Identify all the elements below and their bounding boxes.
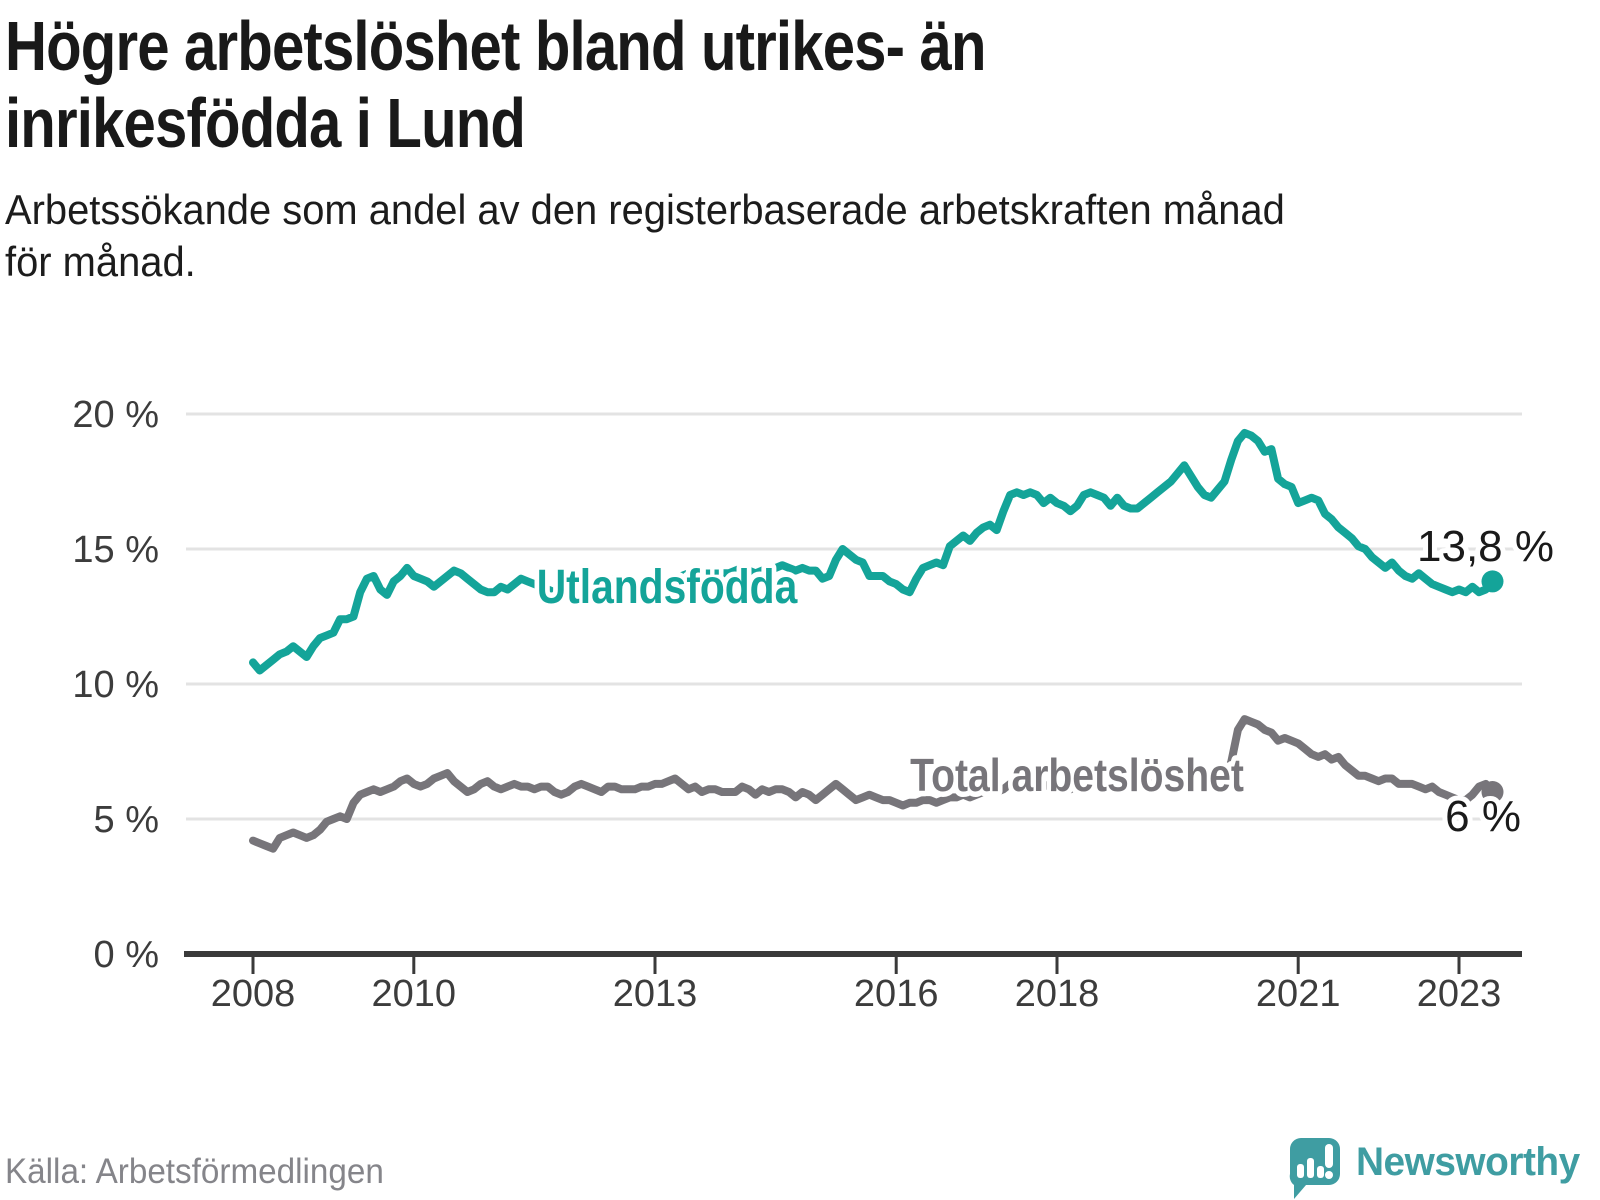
series-and-value-labels: Utlandsfödda Total arbetslöshet 13,8 % 6 % (532, 517, 1559, 846)
chart-title-line: Högre arbetslöshet bland utrikes- än (5, 7, 986, 85)
x-axis (184, 951, 1522, 974)
series-label-utlandsfodda: Utlandsfödda (537, 561, 799, 614)
series-total-line (249, 715, 1497, 853)
chart-title-line: inrikesfödda i Lund (5, 84, 526, 162)
series-total-endpoint-dot (1481, 781, 1504, 803)
x-tick-labels: 2008 2010 2013 2016 2018 2021 2023 (211, 973, 1502, 1015)
x-tick-label-2018: 2018 (1015, 973, 1100, 1015)
gridlines (186, 412, 1522, 821)
x-tick-label-2008: 2008 (211, 973, 296, 1015)
end-value-label-total: 6 % (1445, 792, 1521, 841)
brand-logo: Newsworthy (1288, 1132, 1587, 1200)
chart-subtitle-line: Arbetssökande som andel av den registerb… (5, 186, 1285, 233)
y-tick-label-0: 0 % (94, 934, 159, 976)
y-tick-label-20: 20 % (72, 394, 159, 436)
series-lines (249, 428, 1504, 853)
x-tick-label-2023: 2023 (1417, 973, 1502, 1015)
y-tick-labels: 0 % 5 % 10 % 15 % 20 % (72, 394, 159, 976)
source-note: Källa: Arbetsförmedlingen (5, 1152, 384, 1191)
y-tick-label-15: 15 % (72, 529, 159, 571)
x-tick-label-2013: 2013 (613, 973, 698, 1015)
series-label-total: Total arbetslöshet (910, 750, 1244, 802)
y-tick-label-10: 10 % (72, 664, 159, 706)
chart-title: Högre arbetslöshet bland utrikes- än inri… (5, 8, 986, 162)
end-value-label-utlandsfodda: 13,8 % (1417, 522, 1554, 571)
x-tick-label-2010: 2010 (372, 973, 457, 1015)
y-tick-label-5: 5 % (94, 799, 159, 841)
bars-and-exclamation (1297, 1144, 1333, 1179)
x-tick-label-2021: 2021 (1256, 973, 1341, 1015)
brand-name: Newsworthy (1356, 1140, 1580, 1184)
chart-subtitle: Arbetssökande som andel av den registerb… (5, 184, 1285, 288)
chart-subtitle-line: för månad. (5, 238, 196, 285)
x-tick-label-2016: 2016 (854, 973, 939, 1015)
series-utlandsfodda-endpoint-dot (1481, 570, 1504, 593)
series-utlandsfodda-line (249, 428, 1497, 675)
newsworthy-logo-icon (1289, 1138, 1340, 1199)
